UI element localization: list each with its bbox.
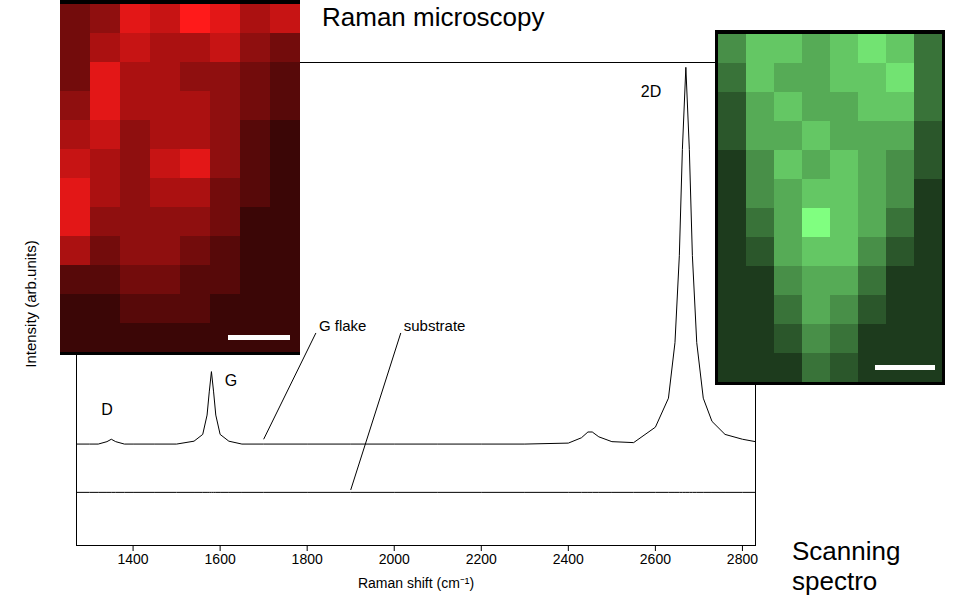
- svg-text:G: G: [225, 372, 237, 389]
- html-text:Scanning: Scanning: [792, 536, 901, 566]
- svg-text:1400: 1400: [118, 551, 149, 567]
- svg-text:2D: 2D: [641, 83, 661, 100]
- svg-text:2000: 2000: [379, 551, 410, 567]
- svg-text:1600: 1600: [205, 551, 236, 567]
- svg-text:2600: 2600: [640, 551, 671, 567]
- svg-text:2200: 2200: [466, 551, 497, 567]
- svg-text:G flake: G flake: [319, 317, 367, 334]
- html-text:spectro: spectro: [792, 566, 878, 596]
- svg-text:2400: 2400: [553, 551, 584, 567]
- html-text:Intensity (arb.units): Intensity (arb.units): [21, 239, 39, 368]
- svg-text:substrate: substrate: [404, 317, 466, 334]
- svg-text:1800: 1800: [292, 551, 323, 567]
- html-text:Raman microscopy: Raman microscopy: [322, 2, 545, 32]
- svg-text:Raman shift (cm⁻¹): Raman shift (cm⁻¹): [358, 575, 474, 591]
- svg-text:2800: 2800: [727, 551, 758, 567]
- svg-text:D: D: [101, 401, 113, 418]
